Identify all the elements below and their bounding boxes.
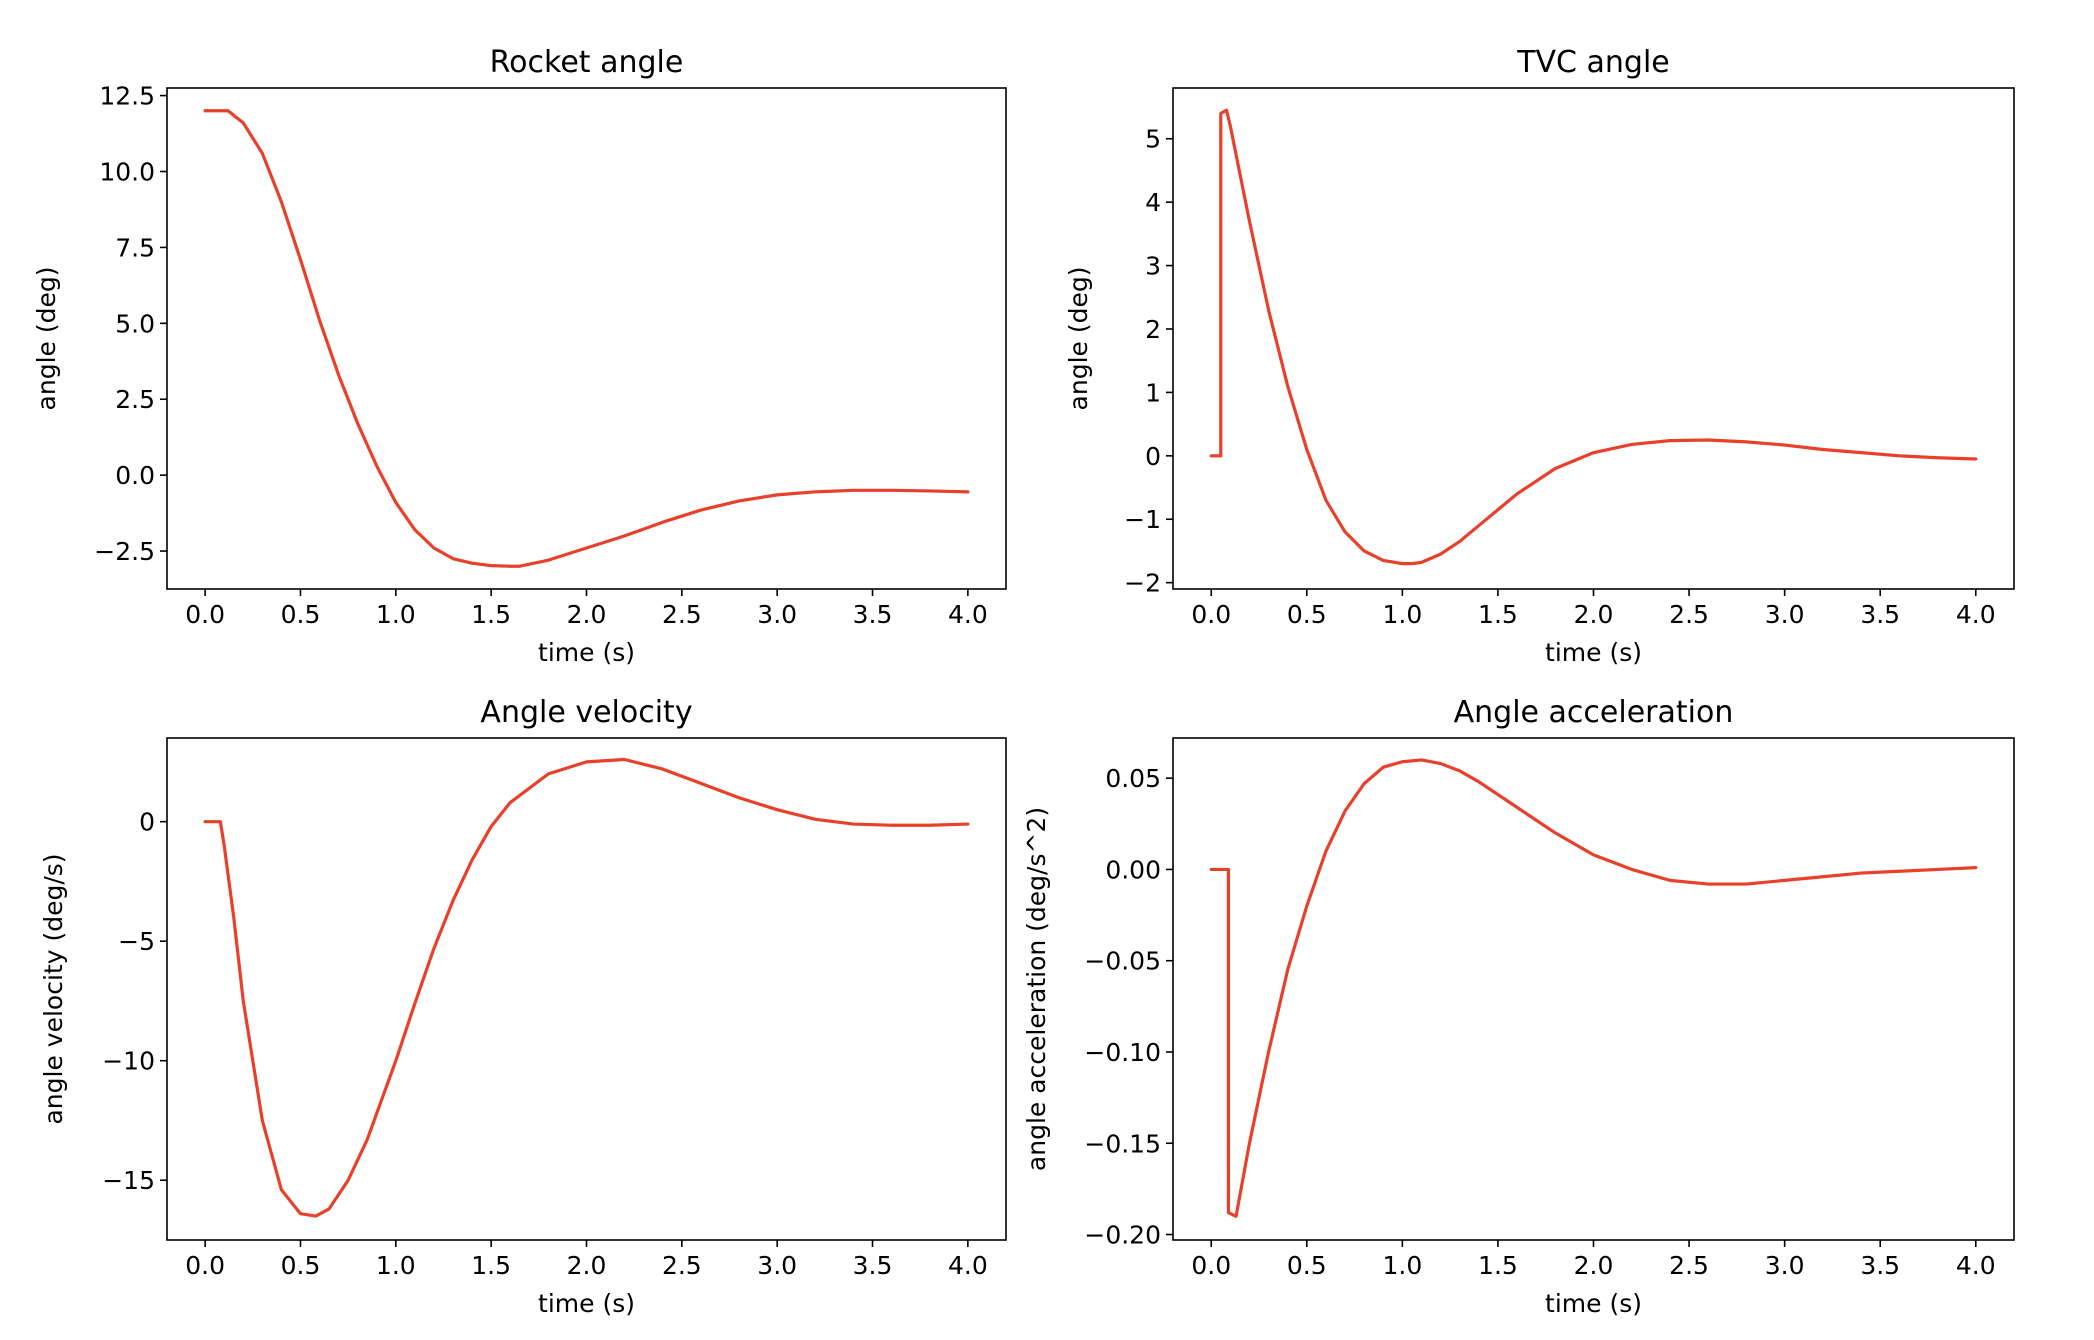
angle-velocity-xlabel: time (s) xyxy=(538,1289,635,1318)
tvc-angle-ytick-label: 5 xyxy=(1145,125,1161,154)
tvc-angle-xtick-label: 1.5 xyxy=(1478,600,1518,629)
rocket-angle-xtick-label: 0.0 xyxy=(185,600,225,629)
tvc-angle-xtick-label: 0.5 xyxy=(1287,600,1327,629)
angle-acceleration-ytick-label: 0.00 xyxy=(1105,855,1161,884)
tvc-angle-ytick-label: −1 xyxy=(1124,505,1161,534)
tvc-angle-xtick-label: 2.5 xyxy=(1669,600,1709,629)
rocket-angle-xtick-label: 0.5 xyxy=(281,600,321,629)
rocket-angle-xtick-label: 1.5 xyxy=(471,600,511,629)
rocket-angle-xtick-label: 3.5 xyxy=(853,600,893,629)
angle-velocity-ytick-label: −10 xyxy=(102,1047,155,1076)
tvc-angle-ytick-label: 4 xyxy=(1145,188,1161,217)
rocket-angle-ytick-label: 7.5 xyxy=(115,233,155,262)
tvc-angle-xtick-label: 0.0 xyxy=(1191,600,1231,629)
angle-acceleration-xtick-label: 2.0 xyxy=(1574,1251,1614,1280)
angle-acceleration-series-line xyxy=(1209,758,1978,1218)
rocket-angle-ytick-label: 5.0 xyxy=(115,309,155,338)
angle-acceleration-xtick-label: 1.5 xyxy=(1478,1251,1518,1280)
angle-acceleration-xtick-label: 0.5 xyxy=(1287,1251,1327,1280)
rocket-angle-title: Rocket angle xyxy=(490,45,684,80)
tvc-angle-title: TVC angle xyxy=(1516,45,1670,80)
angle-velocity-xtick-label: 2.5 xyxy=(662,1251,702,1280)
angle-velocity-xtick-label: 2.0 xyxy=(567,1251,607,1280)
tvc-angle-xtick-label: 2.0 xyxy=(1574,600,1614,629)
angle-acceleration-xtick-label: 1.0 xyxy=(1382,1251,1422,1280)
tvc-angle-ytick-label: 2 xyxy=(1145,315,1161,344)
angle-velocity-series-line xyxy=(203,757,970,1218)
rocket-angle-xtick-label: 2.0 xyxy=(567,600,607,629)
rocket-angle-xlabel: time (s) xyxy=(538,638,635,667)
angle-acceleration-xtick-label: 4.0 xyxy=(1956,1251,1996,1280)
rocket-angle-ylabel: angle (deg) xyxy=(32,267,61,411)
angle-velocity-title: Angle velocity xyxy=(480,695,692,730)
chart-angle-velocity: 0.0 0.5 1.0 1.5 2.0 2.5 3.0 3.5 4.0 −15 −10 −5 0 Angl… xyxy=(39,695,1007,1318)
angle-velocity-xtick-label: 1.5 xyxy=(471,1251,511,1280)
rocket-angle-xtick-label: 3.0 xyxy=(757,600,797,629)
angle-acceleration-xlabel: time (s) xyxy=(1545,1289,1642,1318)
angle-acceleration-title: Angle acceleration xyxy=(1454,695,1734,730)
tvc-angle-ytick-label: 3 xyxy=(1145,252,1161,281)
angle-velocity-ytick-label: −5 xyxy=(118,927,155,956)
tvc-angle-xtick-label: 1.0 xyxy=(1382,600,1422,629)
tvc-angle-series-line xyxy=(1209,108,1978,566)
tvc-angle-xtick-label: 4.0 xyxy=(1956,600,1996,629)
rocket-angle-series-line xyxy=(203,109,970,568)
tvc-angle-ytick-label: −2 xyxy=(1124,569,1161,598)
chart-rocket-angle: 0.0 0.5 1.0 1.5 2.0 2.5 3.0 3.5 4.0 −2.5 0.0 2.5 5.0… xyxy=(32,45,1007,667)
tvc-angle-xtick-label: 3.5 xyxy=(1860,600,1900,629)
angle-acceleration-axes-frame xyxy=(1172,737,2015,1241)
angle-velocity-xtick-label: 3.5 xyxy=(853,1251,893,1280)
angle-acceleration-ytick-label: −0.05 xyxy=(1084,947,1161,976)
angle-velocity-xtick-label: 0.0 xyxy=(185,1251,225,1280)
tvc-angle-ytick-label: 0 xyxy=(1145,442,1161,471)
rocket-angle-xtick-label: 1.0 xyxy=(376,600,416,629)
angle-velocity-xtick-label: 0.5 xyxy=(281,1251,321,1280)
angle-velocity-xtick-label: 1.0 xyxy=(376,1251,416,1280)
chart-tvc-angle: 0.0 0.5 1.0 1.5 2.0 2.5 3.0 3.5 4.0 −2 −1 0 1 2 3 4 5 TVC… xyxy=(1064,45,2015,667)
rocket-angle-ytick-label: 2.5 xyxy=(115,385,155,414)
rocket-angle-xtick-label: 2.5 xyxy=(662,600,702,629)
angle-velocity-xtick-label: 3.0 xyxy=(757,1251,797,1280)
angle-acceleration-ylabel: angle acceleration (deg/s^2) xyxy=(1022,807,1051,1171)
angle-acceleration-ytick-label: −0.10 xyxy=(1084,1038,1161,1067)
rocket-angle-ytick-label: 10.0 xyxy=(99,158,155,187)
chart-angle-acceleration: 0.0 0.5 1.0 1.5 2.0 2.5 3.0 3.5 4.0 −0.20 −0.15 −0.… xyxy=(1022,695,2015,1318)
angle-velocity-axes-frame xyxy=(166,737,1007,1241)
tvc-angle-xtick-label: 3.0 xyxy=(1765,600,1805,629)
angle-velocity-ytick-label: −15 xyxy=(102,1166,155,1195)
tvc-angle-xlabel: time (s) xyxy=(1545,638,1642,667)
angle-acceleration-xtick-label: 0.0 xyxy=(1191,1251,1231,1280)
rocket-angle-ytick-label: −2.5 xyxy=(94,537,155,566)
angle-velocity-ytick-label: 0 xyxy=(139,808,155,837)
angle-velocity-ylabel: angle velocity (deg/s) xyxy=(39,853,68,1124)
rocket-angle-axes-frame xyxy=(166,87,1007,590)
tvc-angle-ytick-label: 1 xyxy=(1145,378,1161,407)
angle-acceleration-xtick-label: 3.5 xyxy=(1860,1251,1900,1280)
tvc-angle-ylabel: angle (deg) xyxy=(1064,267,1093,411)
angle-acceleration-xtick-label: 3.0 xyxy=(1765,1251,1805,1280)
rocket-angle-ytick-label: 0.0 xyxy=(115,461,155,490)
angle-acceleration-ytick-label: −0.20 xyxy=(1084,1221,1161,1250)
angle-acceleration-ytick-label: −0.15 xyxy=(1084,1129,1161,1158)
angle-acceleration-ytick-label: 0.05 xyxy=(1105,764,1161,793)
angle-velocity-xtick-label: 4.0 xyxy=(948,1251,988,1280)
rocket-angle-xtick-label: 4.0 xyxy=(948,600,988,629)
tvc-angle-axes-frame xyxy=(1172,87,2015,590)
rocket-angle-ytick-label: 12.5 xyxy=(99,82,155,111)
angle-acceleration-xtick-label: 2.5 xyxy=(1669,1251,1709,1280)
